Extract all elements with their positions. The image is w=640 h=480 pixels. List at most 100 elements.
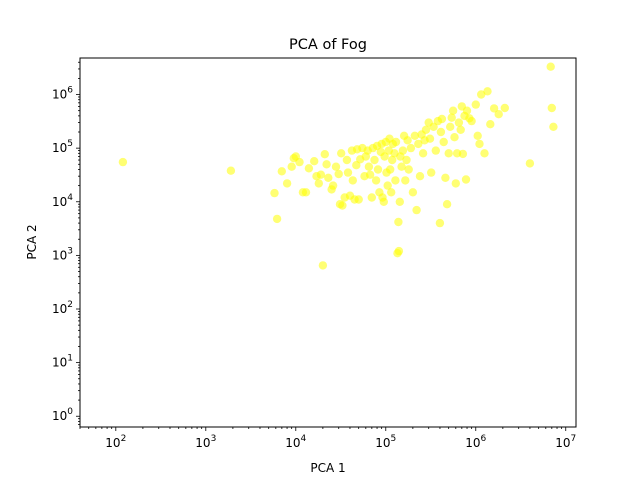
x-tick-label: 107: [555, 434, 576, 450]
data-point: [462, 106, 472, 115]
data-point: [371, 176, 381, 185]
data-point: [403, 136, 412, 145]
data-point: [500, 103, 509, 113]
data-point: [477, 90, 486, 99]
data-point: [383, 181, 392, 190]
data-point: [386, 165, 395, 174]
data-point: [379, 197, 388, 206]
data-point: [364, 162, 374, 171]
x-tick-label: 104: [285, 434, 306, 450]
data-point: [391, 137, 401, 147]
data-point: [454, 118, 464, 127]
data-point: [402, 155, 411, 165]
data-point: [380, 152, 389, 161]
data-point: [489, 104, 499, 113]
data-point: [431, 146, 440, 155]
data-point: [471, 100, 480, 109]
data-point: [354, 195, 363, 204]
data-point: [331, 162, 341, 171]
data-point: [547, 103, 556, 113]
data-point: [406, 143, 416, 153]
data-point: [310, 157, 319, 166]
data-point: [414, 139, 423, 149]
data-point: [446, 122, 455, 131]
data-point: [480, 149, 489, 158]
y-tick-label: 103: [52, 246, 73, 262]
x-axis: 102 103 104 105 106 107: [79, 427, 576, 450]
data-point: [418, 149, 428, 158]
data-point: [282, 179, 292, 188]
data-point: [421, 125, 431, 134]
data-point: [395, 197, 404, 206]
data-point: [546, 62, 555, 71]
y-axis-title: PCA 2: [25, 224, 39, 259]
data-point: [458, 149, 468, 159]
data-point: [442, 200, 452, 209]
data-point: [427, 168, 436, 177]
data-point: [394, 217, 403, 227]
data-point: [448, 106, 458, 115]
x-tick-label: 105: [375, 434, 396, 450]
data-point: [483, 87, 492, 96]
data-point: [444, 149, 453, 158]
data-point: [435, 218, 445, 228]
data-point: [447, 113, 456, 122]
data-point: [301, 188, 311, 197]
data-point: [473, 131, 482, 140]
data-point: [408, 188, 418, 197]
data-point: [348, 176, 357, 185]
data-point: [343, 168, 353, 177]
data-point: [328, 181, 338, 190]
y-axis: 100 101 102 103 104 105 106: [52, 61, 80, 425]
data-point: [334, 169, 343, 179]
data-point: [277, 167, 286, 176]
data-point: [316, 170, 326, 179]
data-point: [314, 179, 323, 188]
data-point: [295, 157, 304, 167]
x-tick-label: 103: [195, 434, 216, 450]
data-point: [320, 150, 329, 159]
data-point: [441, 173, 450, 182]
data-point: [494, 110, 503, 119]
data-point: [287, 162, 296, 171]
data-point: [394, 246, 404, 256]
data-point: [525, 159, 535, 168]
y-tick-label: 102: [52, 300, 73, 316]
data-point: [397, 162, 406, 171]
data-point: [461, 175, 471, 184]
data-point: [322, 160, 331, 169]
data-point: [410, 131, 419, 140]
data-point: [451, 179, 460, 188]
data-point: [338, 201, 347, 210]
data-point: [412, 205, 421, 215]
data-point: [318, 261, 328, 270]
data-point: [398, 146, 408, 155]
chart-title: PCA of Fog: [289, 37, 367, 53]
data-point: [373, 165, 383, 174]
data-point: [324, 173, 333, 182]
data-point: [367, 193, 376, 202]
data-point: [429, 122, 438, 131]
y-tick-label: 105: [52, 139, 73, 155]
data-point: [337, 149, 346, 158]
data-point: [439, 137, 448, 147]
x-axis-title: PCA 1: [310, 461, 345, 475]
data-point: [370, 155, 379, 165]
data-point: [270, 188, 279, 198]
data-point: [304, 164, 314, 173]
data-point: [436, 127, 446, 137]
data-point: [467, 116, 476, 126]
data-point: [425, 134, 435, 143]
data-point: [388, 155, 397, 165]
data-point: [437, 114, 447, 124]
data-point: [450, 133, 459, 142]
y-tick-label: 106: [52, 86, 73, 102]
data-point: [415, 172, 425, 181]
data-point: [118, 157, 128, 167]
y-tick-label: 101: [52, 354, 73, 370]
data-point: [456, 125, 465, 134]
data-point: [486, 120, 495, 129]
data-point: [391, 176, 400, 185]
